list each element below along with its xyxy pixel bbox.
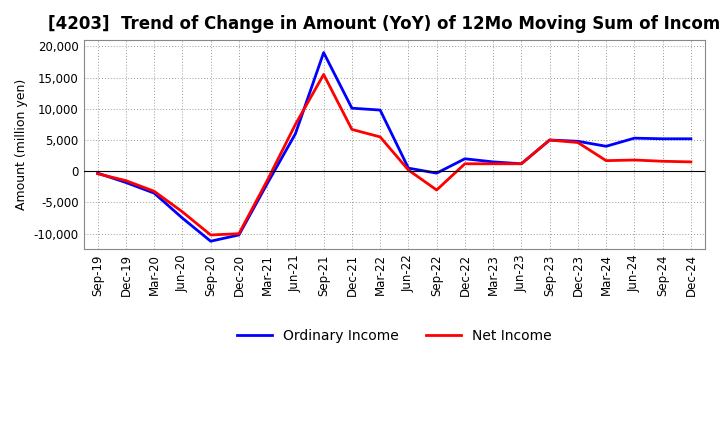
Net Income	[263, 178, 271, 183]
Ordinary Income	[658, 136, 667, 141]
Net Income	[687, 159, 696, 165]
Net Income	[630, 158, 639, 163]
Net Income	[122, 178, 130, 183]
Line: Ordinary Income: Ordinary Income	[98, 53, 691, 241]
Ordinary Income	[404, 165, 413, 171]
Net Income	[376, 134, 384, 139]
Ordinary Income	[517, 161, 526, 166]
Ordinary Income	[235, 232, 243, 238]
Net Income	[235, 231, 243, 236]
Ordinary Income	[687, 136, 696, 141]
Ordinary Income	[150, 191, 158, 196]
Ordinary Income	[207, 238, 215, 244]
Ordinary Income	[291, 131, 300, 136]
Ordinary Income	[545, 137, 554, 143]
Ordinary Income	[432, 170, 441, 176]
Net Income	[602, 158, 611, 163]
Net Income	[94, 171, 102, 176]
Net Income	[658, 159, 667, 164]
Ordinary Income	[348, 106, 356, 111]
Legend: Ordinary Income, Net Income: Ordinary Income, Net Income	[231, 323, 557, 348]
Net Income	[207, 232, 215, 238]
Net Income	[150, 189, 158, 194]
Net Income	[489, 161, 498, 166]
Ordinary Income	[122, 180, 130, 185]
Y-axis label: Amount (million yen): Amount (million yen)	[15, 79, 28, 210]
Ordinary Income	[489, 159, 498, 165]
Net Income	[574, 140, 582, 145]
Net Income	[545, 137, 554, 143]
Net Income	[348, 127, 356, 132]
Net Income	[461, 161, 469, 166]
Net Income	[517, 161, 526, 166]
Ordinary Income	[574, 139, 582, 144]
Net Income	[432, 187, 441, 193]
Ordinary Income	[602, 143, 611, 149]
Ordinary Income	[178, 216, 186, 221]
Net Income	[320, 72, 328, 77]
Title: [4203]  Trend of Change in Amount (YoY) of 12Mo Moving Sum of Incomes: [4203] Trend of Change in Amount (YoY) o…	[48, 15, 720, 33]
Ordinary Income	[263, 181, 271, 187]
Ordinary Income	[320, 50, 328, 55]
Net Income	[404, 167, 413, 172]
Net Income	[291, 122, 300, 127]
Ordinary Income	[376, 107, 384, 113]
Ordinary Income	[461, 156, 469, 161]
Net Income	[178, 209, 186, 214]
Ordinary Income	[630, 136, 639, 141]
Ordinary Income	[94, 170, 102, 176]
Line: Net Income: Net Income	[98, 74, 691, 235]
